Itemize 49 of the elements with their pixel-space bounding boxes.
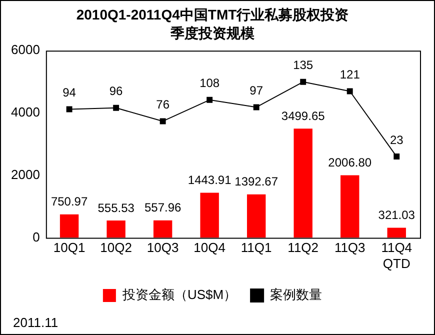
point — [206, 96, 213, 103]
data-label: 135 — [293, 58, 314, 72]
point — [346, 88, 353, 94]
point — [66, 106, 72, 112]
data-label: 23 — [390, 132, 404, 147]
bar — [387, 228, 406, 238]
x-tick-label: 11Q3 — [334, 240, 366, 256]
data-label: 557.96 — [144, 200, 182, 215]
point — [160, 118, 166, 124]
bar — [294, 128, 312, 238]
data-label: 555.53 — [98, 200, 135, 215]
x-tick-label: 11Q1 — [240, 240, 272, 256]
bar — [200, 192, 219, 238]
data-label: 121 — [340, 68, 360, 82]
bar — [153, 220, 172, 238]
bar — [340, 175, 360, 238]
x-tick-label: 10Q2 — [100, 240, 132, 256]
data-label: 96 — [109, 84, 124, 98]
point — [394, 154, 400, 160]
y-tick-label: 2000 — [11, 166, 40, 182]
legend-label: 投资金额（US$M） — [121, 287, 237, 302]
data-label: 94 — [62, 86, 76, 100]
data-label: 76 — [156, 98, 170, 112]
y-tick-label: 0 — [32, 229, 40, 244]
data-label: 2006.80 — [328, 156, 372, 170]
point — [113, 104, 120, 111]
bar — [246, 194, 266, 238]
bar — [60, 214, 79, 238]
data-label: 1392.67 — [234, 174, 278, 189]
data-label: 1443.91 — [188, 173, 232, 188]
data-label: 108 — [200, 76, 220, 90]
legend-label: 案例数量 — [270, 287, 322, 302]
data-label: 321.03 — [378, 208, 416, 222]
text: 2011.11 — [13, 315, 58, 330]
x-tick-label: 10Q4 — [194, 240, 226, 256]
data-label: 97 — [250, 84, 264, 98]
data-label: 750.97 — [50, 194, 88, 209]
y-tick-label: 4000 — [11, 104, 40, 120]
point — [253, 104, 260, 110]
chart-subtitle: 季度投资规模 — [170, 25, 256, 42]
x-tick-label: 10Q1 — [53, 240, 86, 256]
x-tick-label: 10Q3 — [146, 240, 179, 256]
x-tick-label: 11Q4 QTD — [381, 240, 412, 271]
x-tick-label: 11Q2 — [288, 240, 319, 256]
data-label: 3499.65 — [281, 108, 326, 123]
chart-title: 2010Q1-2011Q4中国TMT行业私募股权投资 — [76, 6, 349, 22]
point — [300, 78, 306, 85]
y-tick-label: 6000 — [11, 42, 40, 58]
bar — [106, 220, 126, 238]
